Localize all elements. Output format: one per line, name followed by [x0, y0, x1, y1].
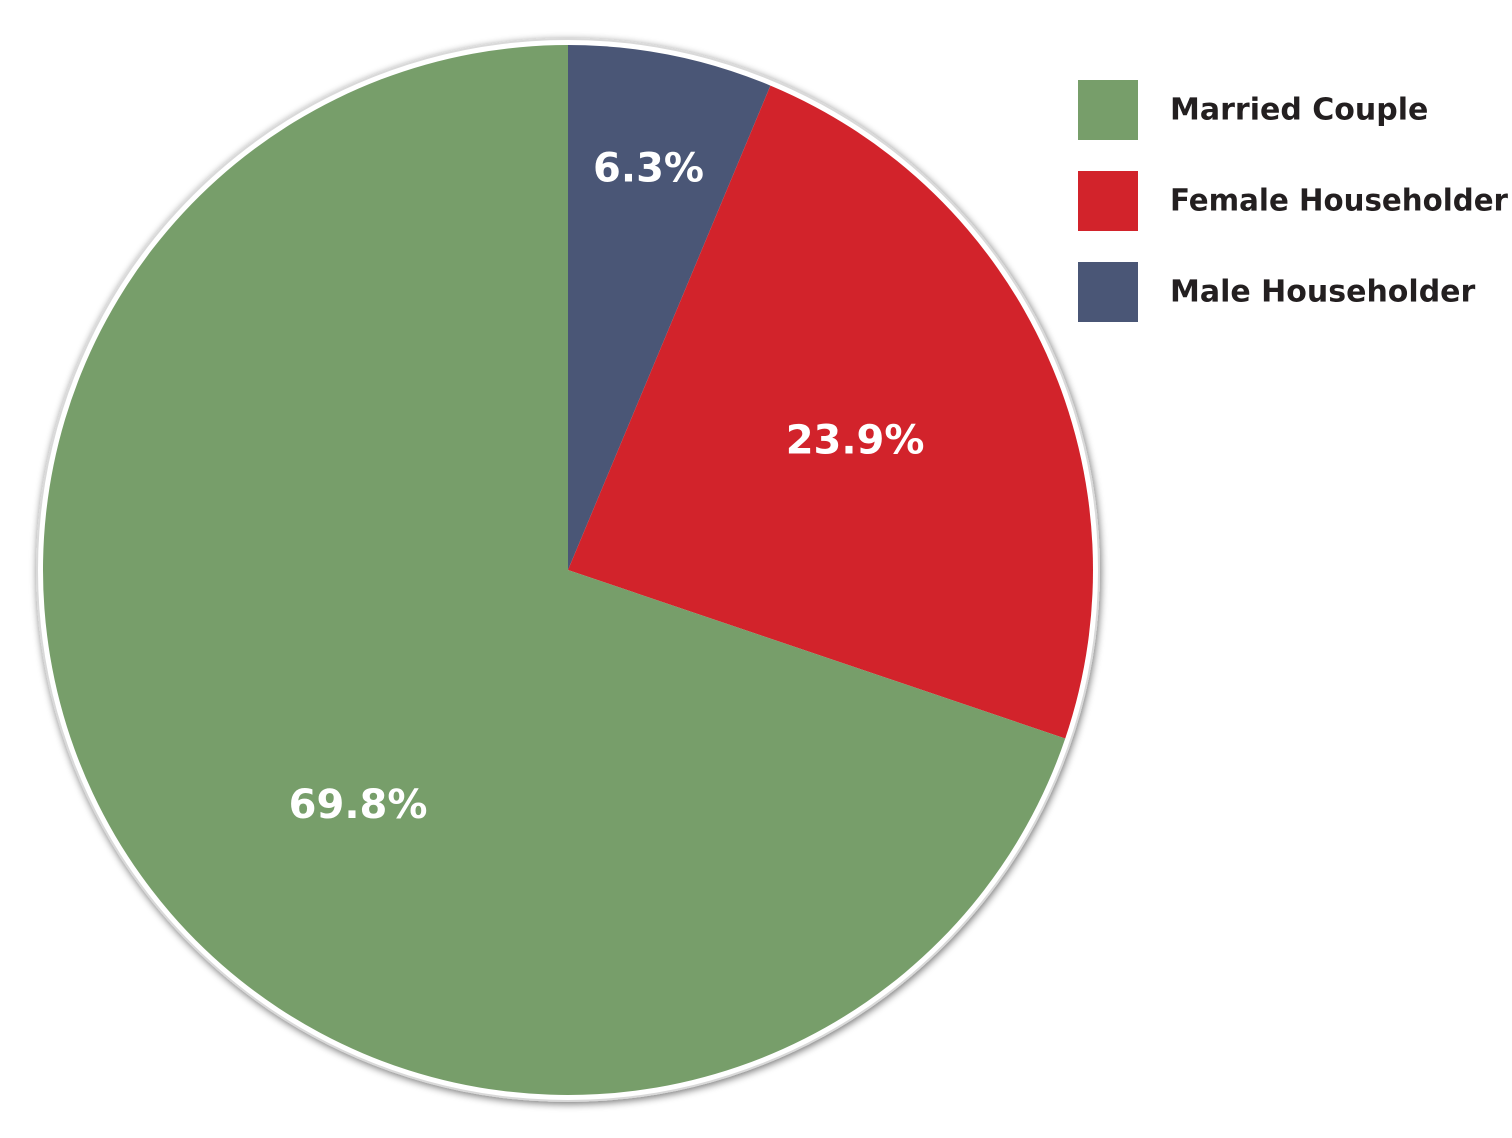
legend-swatch-married-couple — [1078, 80, 1138, 140]
legend-swatch-female-householder — [1078, 171, 1138, 231]
pie-slice-married-couple — [42, 45, 1066, 1095]
pie-slice-female-householder — [568, 85, 1093, 739]
pie-slice-labels: 6.3% 23.9% 69.8% — [289, 145, 925, 827]
legend-label-male-householder: Male Householder — [1170, 275, 1476, 310]
pie-slices — [42, 45, 1093, 1095]
pie-slice-male-householder — [568, 45, 771, 570]
legend: Married Couple Female Householder Male Hou… — [1078, 80, 1508, 322]
slice-label-married-couple: 69.8% — [289, 782, 428, 828]
legend-swatch-male-householder — [1078, 262, 1138, 322]
slice-label-female-householder: 23.9% — [786, 417, 925, 463]
legend-label-female-householder: Female Householder — [1170, 184, 1508, 219]
legend-label-married-couple: Married Couple — [1170, 93, 1428, 128]
slice-label-male-householder: 6.3% — [593, 145, 704, 191]
